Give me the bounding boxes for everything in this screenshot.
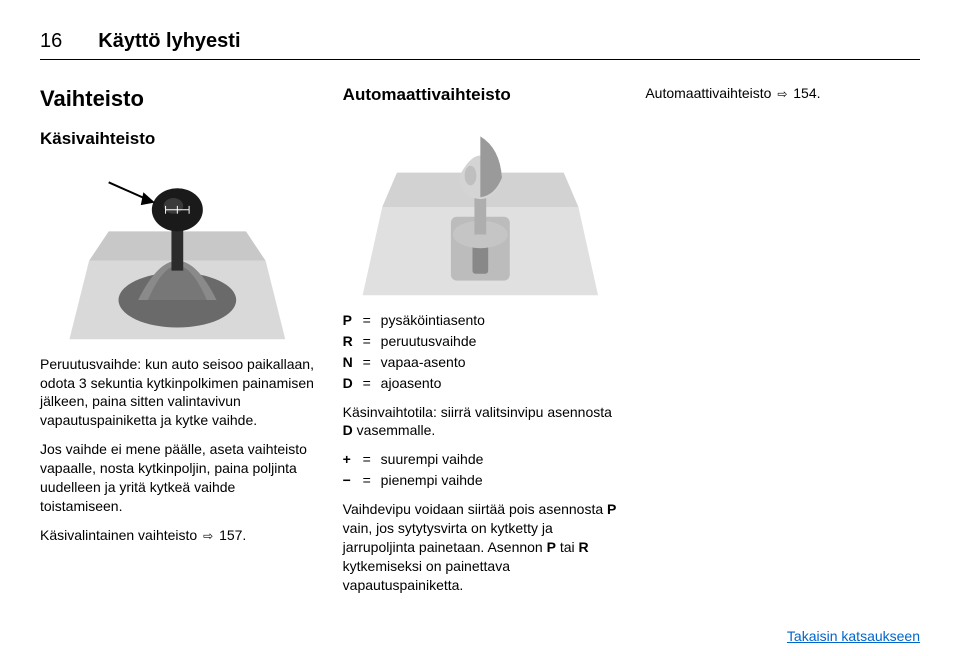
bold-letter: P xyxy=(607,501,616,517)
bold-letter: P xyxy=(547,539,556,555)
text-fragment: vasemmalle. xyxy=(353,422,435,438)
col2-para1: Käsinvaihtotila: siirrä valitsinvipu ase… xyxy=(343,403,618,441)
column-2: Automaattivaihteisto xyxy=(343,84,618,605)
legend-symbol: + xyxy=(343,450,363,469)
heading-vaihteisto: Vaihteisto xyxy=(40,84,315,114)
legend-text: vapaa-asento xyxy=(381,353,466,372)
plus-minus-legend: + = suurempi vaihde − = pienempi vaihde xyxy=(343,450,618,490)
bold-letter: R xyxy=(579,539,589,555)
text-fragment: Vaihdevipu voidaan siirtää pois asennost… xyxy=(343,501,607,517)
legend-letter: R xyxy=(343,332,363,351)
automatic-gearshift-illustration xyxy=(343,117,618,297)
legend-text: ajoasento xyxy=(381,374,442,393)
legend-row-minus: − = pienempi vaihde xyxy=(343,471,618,490)
equals-sign: = xyxy=(363,332,381,351)
manual-gearshift-illustration xyxy=(40,161,315,341)
col3-ref: 154. xyxy=(793,85,820,101)
book-ref-icon xyxy=(201,527,215,543)
column-3: Automaattivaihteisto 154. xyxy=(645,84,920,605)
col1-para2: Jos vaihde ei mene päälle, aseta vaihtei… xyxy=(40,440,315,516)
bold-letter: D xyxy=(343,422,353,438)
section-title: Käyttö lyhyesti xyxy=(98,30,240,53)
equals-sign: = xyxy=(363,311,381,330)
column-1: Vaihteisto Käsivaihteisto xyxy=(40,84,315,605)
col2-para2: Vaihdevipu voidaan siirtää pois asennost… xyxy=(343,500,618,594)
heading-kasivaihteisto: Käsivaihteisto xyxy=(40,128,315,151)
legend-row-d: D = ajoasento xyxy=(343,374,618,393)
legend-text: pysäköintiasento xyxy=(381,311,485,330)
legend-text: pienempi vaihde xyxy=(381,471,483,490)
col1-para3-text: Käsivalintainen vaihteisto xyxy=(40,527,201,543)
legend-letter: P xyxy=(343,311,363,330)
gear-legend: P = pysäköintiasento R = peruutusvaihde … xyxy=(343,311,618,393)
book-ref-icon xyxy=(775,85,789,101)
text-fragment: kytkemiseksi on painettava vapautuspaini… xyxy=(343,558,510,593)
legend-row-r: R = peruutusvaihde xyxy=(343,332,618,351)
col1-para3-ref: 157. xyxy=(219,527,246,543)
heading-automaattivaihteisto: Automaattivaihteisto xyxy=(343,84,618,107)
page-header: 16 Käyttö lyhyesti xyxy=(40,30,920,60)
page-number: 16 xyxy=(40,30,62,53)
col3-text: Automaattivaihteisto xyxy=(645,85,775,101)
legend-row-plus: + = suurempi vaihde xyxy=(343,450,618,469)
content-columns: Vaihteisto Käsivaihteisto xyxy=(40,84,920,605)
equals-sign: = xyxy=(363,450,381,469)
legend-symbol: − xyxy=(343,471,363,490)
text-fragment: tai xyxy=(556,539,579,555)
back-to-overview-link[interactable]: Takaisin katsaukseen xyxy=(787,628,920,644)
equals-sign: = xyxy=(363,353,381,372)
equals-sign: = xyxy=(363,471,381,490)
col1-para1: Peruutusvaihde: kun auto seisoo paikalla… xyxy=(40,355,315,431)
legend-text: peruutusvaihde xyxy=(381,332,477,351)
text-fragment: vain, jos sytytysvirta on kytketty ja ja… xyxy=(343,520,553,555)
legend-row-p: P = pysäköintiasento xyxy=(343,311,618,330)
legend-row-n: N = vapaa-asento xyxy=(343,353,618,372)
col1-para3: Käsivalintainen vaihteisto 157. xyxy=(40,526,315,545)
equals-sign: = xyxy=(363,374,381,393)
legend-letter: D xyxy=(343,374,363,393)
text-fragment: Käsinvaihtotila: siirrä valitsinvipu ase… xyxy=(343,404,612,420)
legend-text: suurempi vaihde xyxy=(381,450,484,469)
legend-letter: N xyxy=(343,353,363,372)
col3-line: Automaattivaihteisto 154. xyxy=(645,84,920,103)
